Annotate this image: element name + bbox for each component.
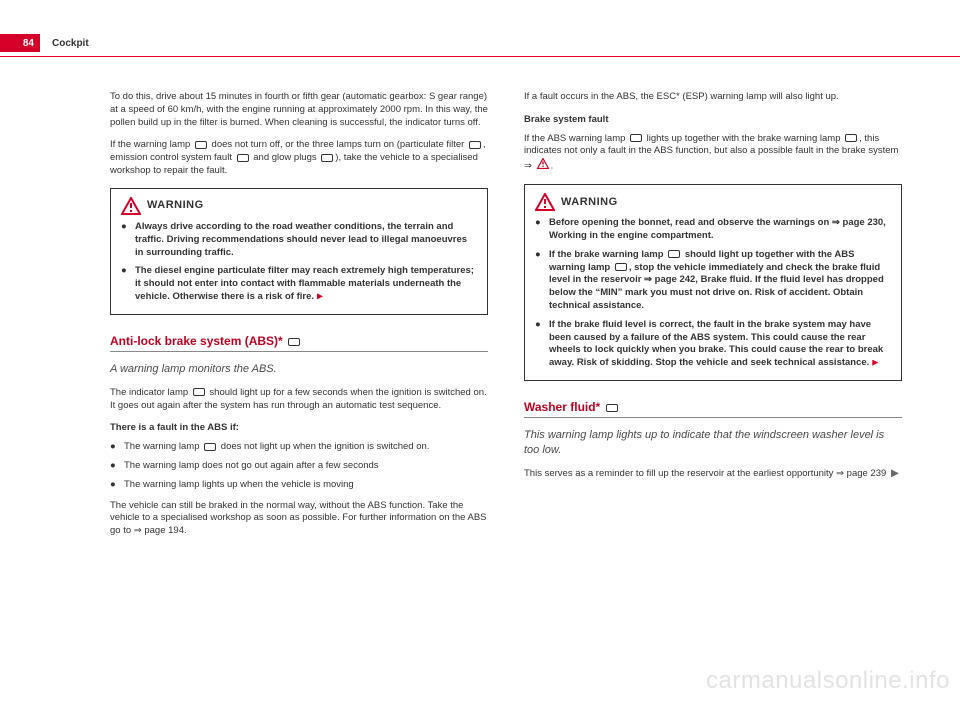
- heading-rule: [524, 417, 902, 418]
- paragraph: To do this, drive about 15 minutes in fo…: [110, 91, 488, 129]
- washer-icon: [606, 404, 618, 412]
- continue-mark-icon: [891, 469, 899, 477]
- end-mark-icon: [317, 293, 323, 299]
- paragraph: This serves as a reminder to fill up the…: [524, 468, 902, 481]
- warning-heading: WARNING: [121, 197, 477, 215]
- abs-icon: [630, 134, 642, 142]
- glowplug-icon: [321, 154, 333, 162]
- engine-icon: [237, 154, 249, 162]
- abs-icon: [288, 338, 300, 346]
- warning-label: WARNING: [147, 198, 204, 213]
- section-title: Cockpit: [52, 38, 89, 49]
- warning-heading: WARNING: [535, 193, 891, 211]
- warning-bullet: ●Always drive according to the road weat…: [121, 221, 477, 259]
- paragraph-bold: There is a fault in the ABS if:: [110, 422, 488, 435]
- section-heading: Washer fluid*: [524, 399, 902, 415]
- warning-triangle-icon: [121, 197, 141, 215]
- warning-box: WARNING ●Before opening the bonnet, read…: [524, 184, 902, 381]
- abs-icon: [204, 443, 216, 451]
- page-number: 84: [0, 34, 40, 52]
- page-header: 84 Cockpit: [0, 34, 960, 52]
- brake-icon: [668, 250, 680, 258]
- warning-triangle-icon: [537, 158, 549, 174]
- list-item: ●The warning lamp does not light up when…: [110, 441, 488, 454]
- list-item: ●The warning lamp lights up when the veh…: [110, 479, 488, 492]
- paragraph: The vehicle can still be braked in the n…: [110, 500, 488, 538]
- paragraph: If a fault occurs in the ABS, the ESC* (…: [524, 91, 902, 104]
- right-column: If a fault occurs in the ABS, the ESC* (…: [524, 91, 902, 548]
- watermark: carmanualsonline.info: [706, 667, 950, 695]
- list-item: ●The warning lamp does not go out again …: [110, 460, 488, 473]
- left-column: To do this, drive about 15 minutes in fo…: [110, 91, 488, 548]
- filter-icon: [469, 141, 481, 149]
- filter-icon: [195, 141, 207, 149]
- warning-bullet: ●If the brake fluid level is correct, th…: [535, 319, 891, 370]
- end-mark-icon: [872, 360, 878, 366]
- body-content: To do this, drive about 15 minutes in fo…: [0, 57, 960, 548]
- paragraph: If the ABS warning lamp lights up togeth…: [524, 133, 902, 174]
- abs-icon: [193, 388, 205, 396]
- warning-label: WARNING: [561, 195, 618, 210]
- subheading: A warning lamp monitors the ABS.: [110, 362, 488, 377]
- abs-icon: [615, 263, 627, 271]
- subheading: This warning lamp lights up to indicate …: [524, 428, 902, 458]
- warning-triangle-icon: [535, 193, 555, 211]
- warning-box: WARNING ●Always drive according to the r…: [110, 188, 488, 315]
- warning-bullet: ●The diesel engine particulate filter ma…: [121, 265, 477, 303]
- paragraph: The indicator lamp should light up for a…: [110, 387, 488, 413]
- paragraph: If the warning lamp does not turn off, o…: [110, 139, 488, 177]
- brake-icon: [845, 134, 857, 142]
- paragraph-bold: Brake system fault: [524, 114, 902, 127]
- warning-bullet: ●Before opening the bonnet, read and obs…: [535, 217, 891, 243]
- section-heading: Anti-lock brake system (ABS)*: [110, 333, 488, 349]
- heading-rule: [110, 351, 488, 352]
- warning-bullet: ●If the brake warning lamp should light …: [535, 249, 891, 313]
